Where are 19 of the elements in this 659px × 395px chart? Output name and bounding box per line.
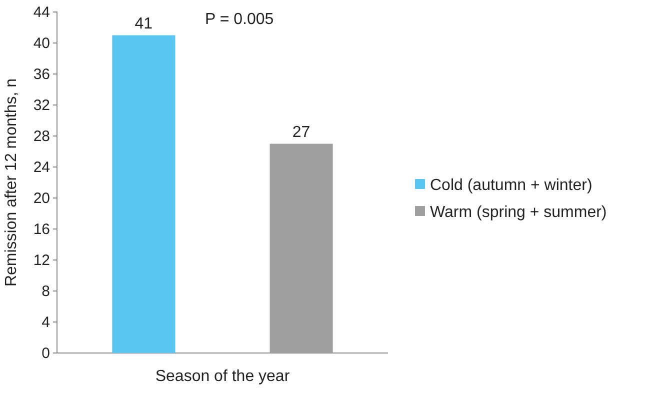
- y-axis-title: Remission after 12 months, n: [3, 78, 20, 287]
- y-tick-label: 12: [33, 252, 50, 269]
- y-tick-label: 8: [42, 282, 50, 300]
- x-axis-title: Season of the year: [155, 368, 290, 385]
- y-tick-label: 28: [33, 128, 50, 145]
- annotation: P = 0.005: [205, 11, 274, 28]
- data-label: 41: [134, 15, 153, 32]
- y-tick-label: 40: [33, 34, 50, 52]
- y-tick-label: 4: [42, 314, 50, 331]
- legend-label: Warm (spring + summer): [430, 204, 607, 221]
- data-label: 27: [292, 124, 310, 141]
- y-tick-label: 0: [42, 344, 50, 362]
- y-tick-label: 44: [33, 4, 50, 21]
- legend-label: Cold (autumn + winter): [430, 177, 592, 194]
- y-tick-label: 36: [33, 66, 50, 83]
- y-tick-label: 32: [33, 96, 50, 114]
- y-tick-label: 24: [33, 158, 50, 176]
- y-tick-label: 16: [33, 220, 50, 238]
- y-tick-label: 20: [33, 190, 50, 207]
